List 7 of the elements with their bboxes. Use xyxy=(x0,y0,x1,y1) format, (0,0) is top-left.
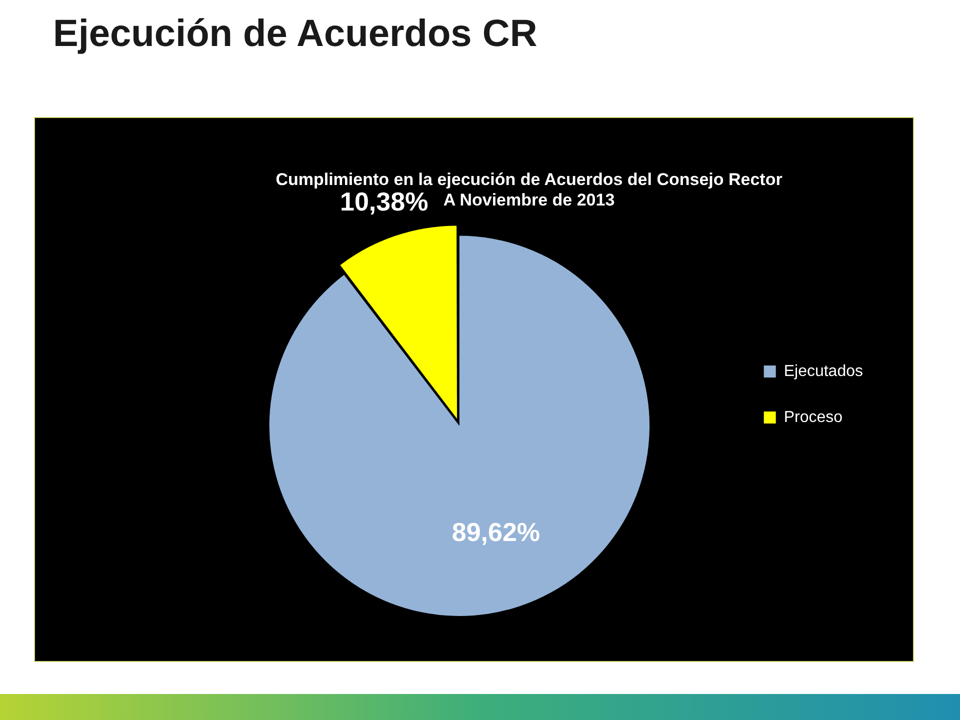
chart-subtitle: Cumplimiento en la ejecución de Acuerdos del Consejo Rector xyxy=(276,170,783,189)
data-label: 10,38% xyxy=(340,186,428,216)
data-label: 89,62% xyxy=(452,517,540,548)
chart-title: Ejecución de Acuerdos CR xyxy=(53,13,538,56)
text: A Noviembre de 2013 xyxy=(443,190,615,210)
legend-label: Ejecutados xyxy=(784,362,864,380)
legend-label: Proceso xyxy=(784,408,843,426)
